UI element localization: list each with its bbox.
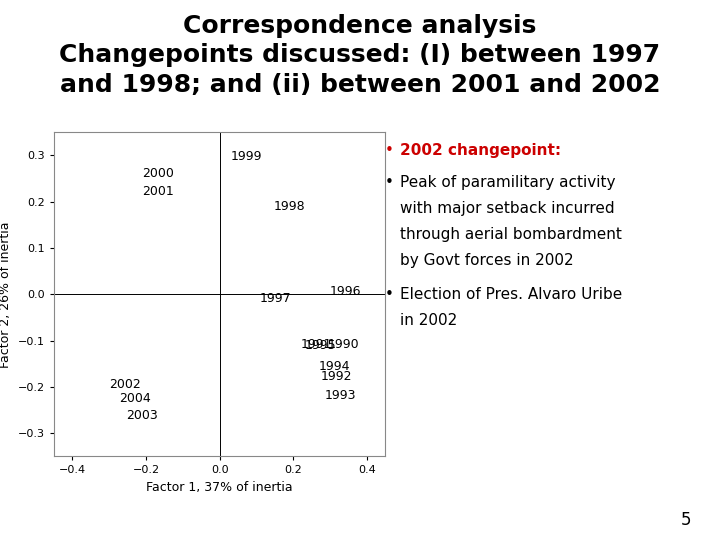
Text: 2004: 2004 bbox=[120, 392, 151, 405]
Text: through aerial bombardment: through aerial bombardment bbox=[400, 227, 621, 242]
X-axis label: Factor 1, 37% of inertia: Factor 1, 37% of inertia bbox=[146, 481, 293, 494]
Text: 1991: 1991 bbox=[300, 338, 332, 351]
Text: 5: 5 bbox=[680, 511, 691, 529]
Text: 2003: 2003 bbox=[126, 409, 158, 422]
Text: 2002: 2002 bbox=[109, 378, 141, 391]
Text: 2000: 2000 bbox=[143, 166, 174, 179]
Text: 2002 changepoint:: 2002 changepoint: bbox=[400, 143, 561, 158]
Text: 1995: 1995 bbox=[305, 339, 336, 352]
Text: •: • bbox=[385, 176, 394, 191]
Text: by Govt forces in 2002: by Govt forces in 2002 bbox=[400, 253, 573, 268]
Text: 1992: 1992 bbox=[321, 370, 352, 383]
Text: Election of Pres. Alvaro Uribe: Election of Pres. Alvaro Uribe bbox=[400, 287, 622, 302]
Text: 1990: 1990 bbox=[328, 338, 360, 351]
Text: 2001: 2001 bbox=[143, 185, 174, 198]
Y-axis label: Factor 2, 26% of inertia: Factor 2, 26% of inertia bbox=[0, 221, 12, 368]
Text: with major setback incurred: with major setback incurred bbox=[400, 201, 614, 216]
Text: 1993: 1993 bbox=[325, 389, 356, 402]
Text: •: • bbox=[385, 143, 394, 158]
Text: 1998: 1998 bbox=[274, 200, 306, 213]
Text: Changepoints discussed: (I) between 1997: Changepoints discussed: (I) between 1997 bbox=[60, 43, 660, 67]
Text: 1997: 1997 bbox=[259, 292, 291, 305]
Text: •: • bbox=[385, 287, 394, 302]
Text: in 2002: in 2002 bbox=[400, 313, 457, 328]
Text: 1996: 1996 bbox=[330, 286, 361, 299]
Text: Correspondence analysis: Correspondence analysis bbox=[184, 14, 536, 37]
Text: 1994: 1994 bbox=[318, 360, 350, 373]
Text: and 1998; and (ii) between 2001 and 2002: and 1998; and (ii) between 2001 and 2002 bbox=[60, 73, 660, 97]
Text: 1999: 1999 bbox=[230, 150, 262, 163]
Text: Peak of paramilitary activity: Peak of paramilitary activity bbox=[400, 176, 615, 191]
